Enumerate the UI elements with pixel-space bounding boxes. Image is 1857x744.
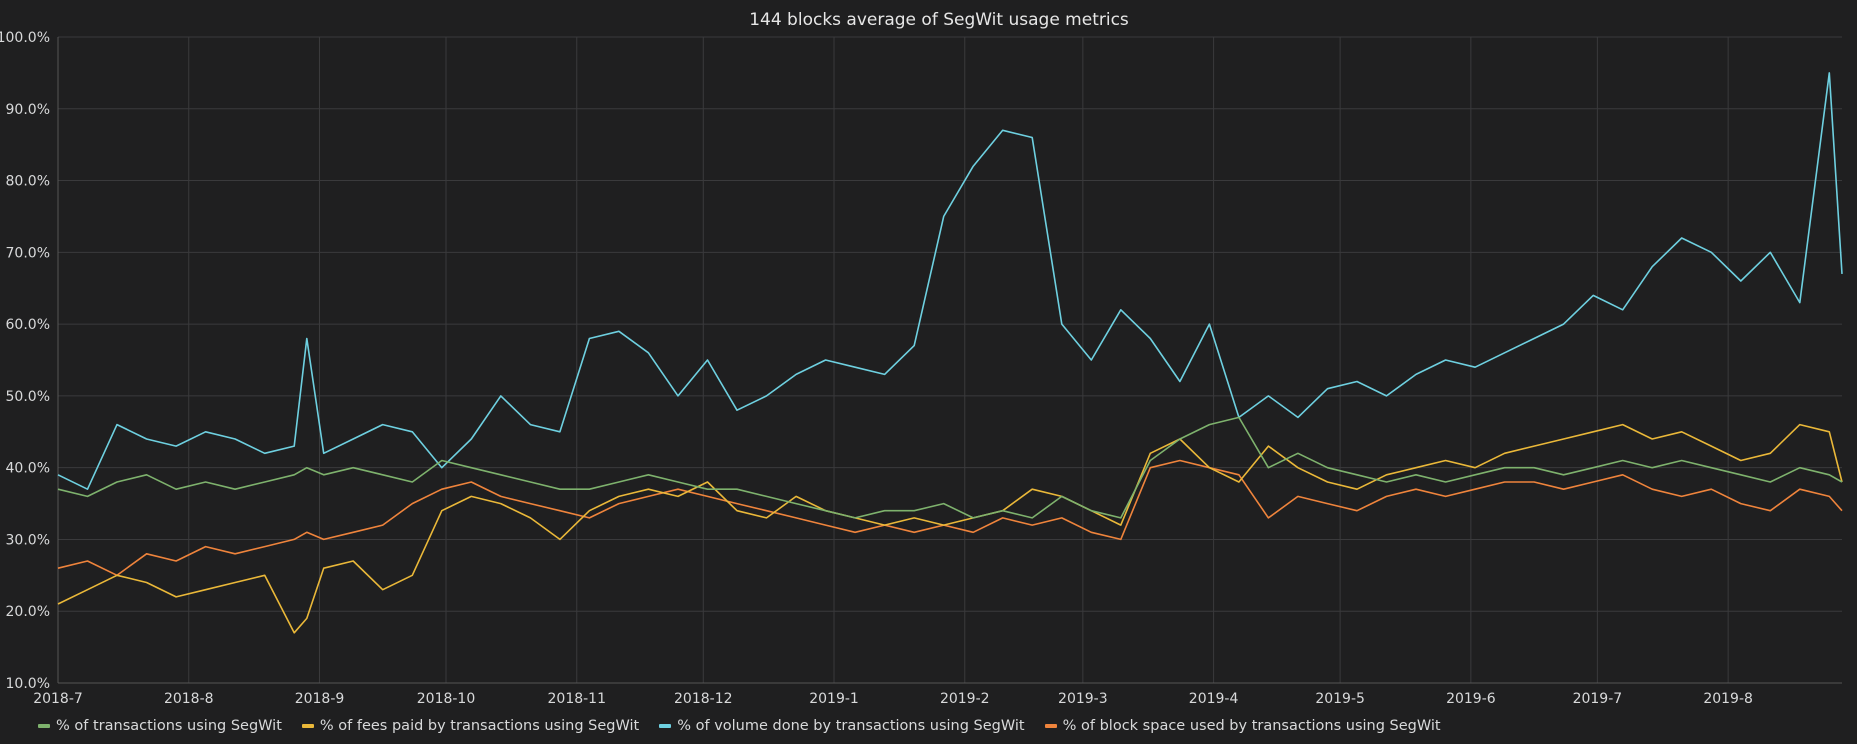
y-tick-label: 50.0% [6,389,50,405]
legend-label: % of fees paid by transactions using Seg… [319,718,640,734]
x-tick-label: 2018-12 [674,691,733,707]
legend-item[interactable]: % of block space used by transactions us… [1044,718,1441,734]
legend-label: % of block space used by transactions us… [1062,718,1441,734]
y-tick-label: 90.0% [6,102,50,118]
legend-swatch [659,724,672,728]
y-tick-label: 70.0% [6,245,50,261]
x-tick-label: 2018-7 [33,691,83,707]
y-tick-label: 30.0% [6,532,50,548]
x-axis: 2018-7 2018-8 2018-9 2018-10 2018-11 2018-12 2… [33,682,1842,707]
line-chart: 144 blocks average of SegWit usage metri… [0,10,1843,707]
series-line-of-transactions-using-segwit [57,416,1843,519]
legend-swatch [1044,724,1057,728]
x-tick-label: 2018-11 [548,691,607,707]
series-line-of-block-space-used-by-transactions-using-segwit [57,459,1843,577]
series-line-of-fees-paid-by-transactions-using-segwit [57,423,1843,634]
legend-swatch [301,724,314,728]
y-tick-label: 40.0% [6,461,50,477]
x-tick-label: 2018-8 [164,691,214,707]
x-tick-label: 2019-2 [940,691,990,707]
x-tick-label: 2019-4 [1189,691,1239,707]
x-tick-label: 2019-8 [1703,691,1753,707]
y-axis: 10.0% 20.0% 30.0% 40.0% 50.0% 60.0% 70.0% 80.0%… [0,30,59,692]
x-tick-label: 2018-9 [295,691,345,707]
legend-item[interactable]: % of fees paid by transactions using Seg… [301,718,640,734]
y-tick-label: 10.0% [6,676,50,692]
x-tick-label: 2019-3 [1058,691,1108,707]
legend-swatch [38,724,50,728]
series-line-of-volume-done-by-transactions-using-segwit [57,72,1843,491]
y-tick-label: 20.0% [6,604,50,620]
x-tick-label: 2019-7 [1573,691,1623,707]
legend-label: % of transactions using SegWit [56,718,282,734]
y-tick-label: 100.0% [0,30,50,46]
legend-label: % of volume done by transactions using S… [677,718,1025,734]
chart-title: 144 blocks average of SegWit usage metri… [749,10,1129,30]
legend-item[interactable]: % of volume done by transactions using S… [659,718,1025,734]
x-tick-label: 2018-10 [417,691,476,707]
y-tick-label: 80.0% [6,174,50,190]
x-tick-label: 2019-1 [809,691,859,707]
x-tick-label: 2019-5 [1315,691,1365,707]
legend-item[interactable]: % of transactions using SegWit [38,718,282,734]
x-tick-label: 2019-6 [1446,691,1496,707]
series-lines [57,72,1843,634]
gridlines [57,36,1842,684]
y-tick-label: 60.0% [6,317,50,333]
legend: % of transactions using SegWit % of fees … [38,718,1441,734]
